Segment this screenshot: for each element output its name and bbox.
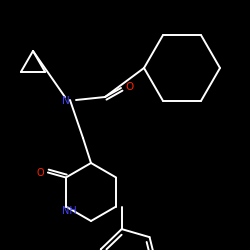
- Text: O: O: [126, 82, 134, 92]
- Text: NH: NH: [62, 206, 76, 216]
- Text: O: O: [36, 168, 44, 177]
- Text: N: N: [62, 96, 70, 106]
